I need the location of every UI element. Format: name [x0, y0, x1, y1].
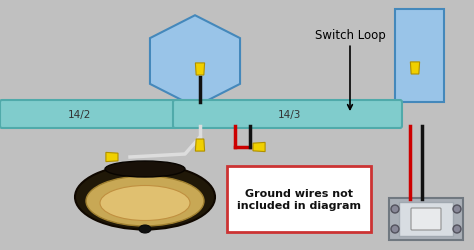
Bar	[395, 10, 444, 102]
Text: Switch Loop: Switch Loop	[315, 28, 385, 110]
Text: Ground wires not
included in diagram: Ground wires not included in diagram	[237, 188, 361, 210]
Circle shape	[455, 226, 459, 232]
Ellipse shape	[86, 176, 204, 226]
Polygon shape	[106, 153, 118, 162]
Circle shape	[392, 207, 398, 212]
Circle shape	[453, 205, 461, 213]
Polygon shape	[195, 140, 205, 151]
Text: 14/3: 14/3	[278, 110, 301, 120]
Polygon shape	[150, 16, 240, 107]
Ellipse shape	[105, 161, 185, 177]
Ellipse shape	[75, 165, 215, 230]
Ellipse shape	[100, 186, 190, 220]
Text: 14/2: 14/2	[68, 110, 91, 120]
Circle shape	[391, 225, 399, 233]
Ellipse shape	[139, 225, 151, 233]
FancyBboxPatch shape	[173, 100, 402, 128]
Circle shape	[392, 226, 398, 232]
Circle shape	[453, 225, 461, 233]
Polygon shape	[253, 143, 265, 152]
FancyBboxPatch shape	[227, 166, 371, 232]
FancyBboxPatch shape	[0, 100, 177, 128]
FancyBboxPatch shape	[411, 208, 441, 230]
Circle shape	[455, 207, 459, 212]
FancyBboxPatch shape	[389, 198, 463, 240]
Circle shape	[391, 205, 399, 213]
Polygon shape	[195, 64, 205, 76]
FancyBboxPatch shape	[399, 202, 453, 236]
Polygon shape	[410, 63, 419, 75]
